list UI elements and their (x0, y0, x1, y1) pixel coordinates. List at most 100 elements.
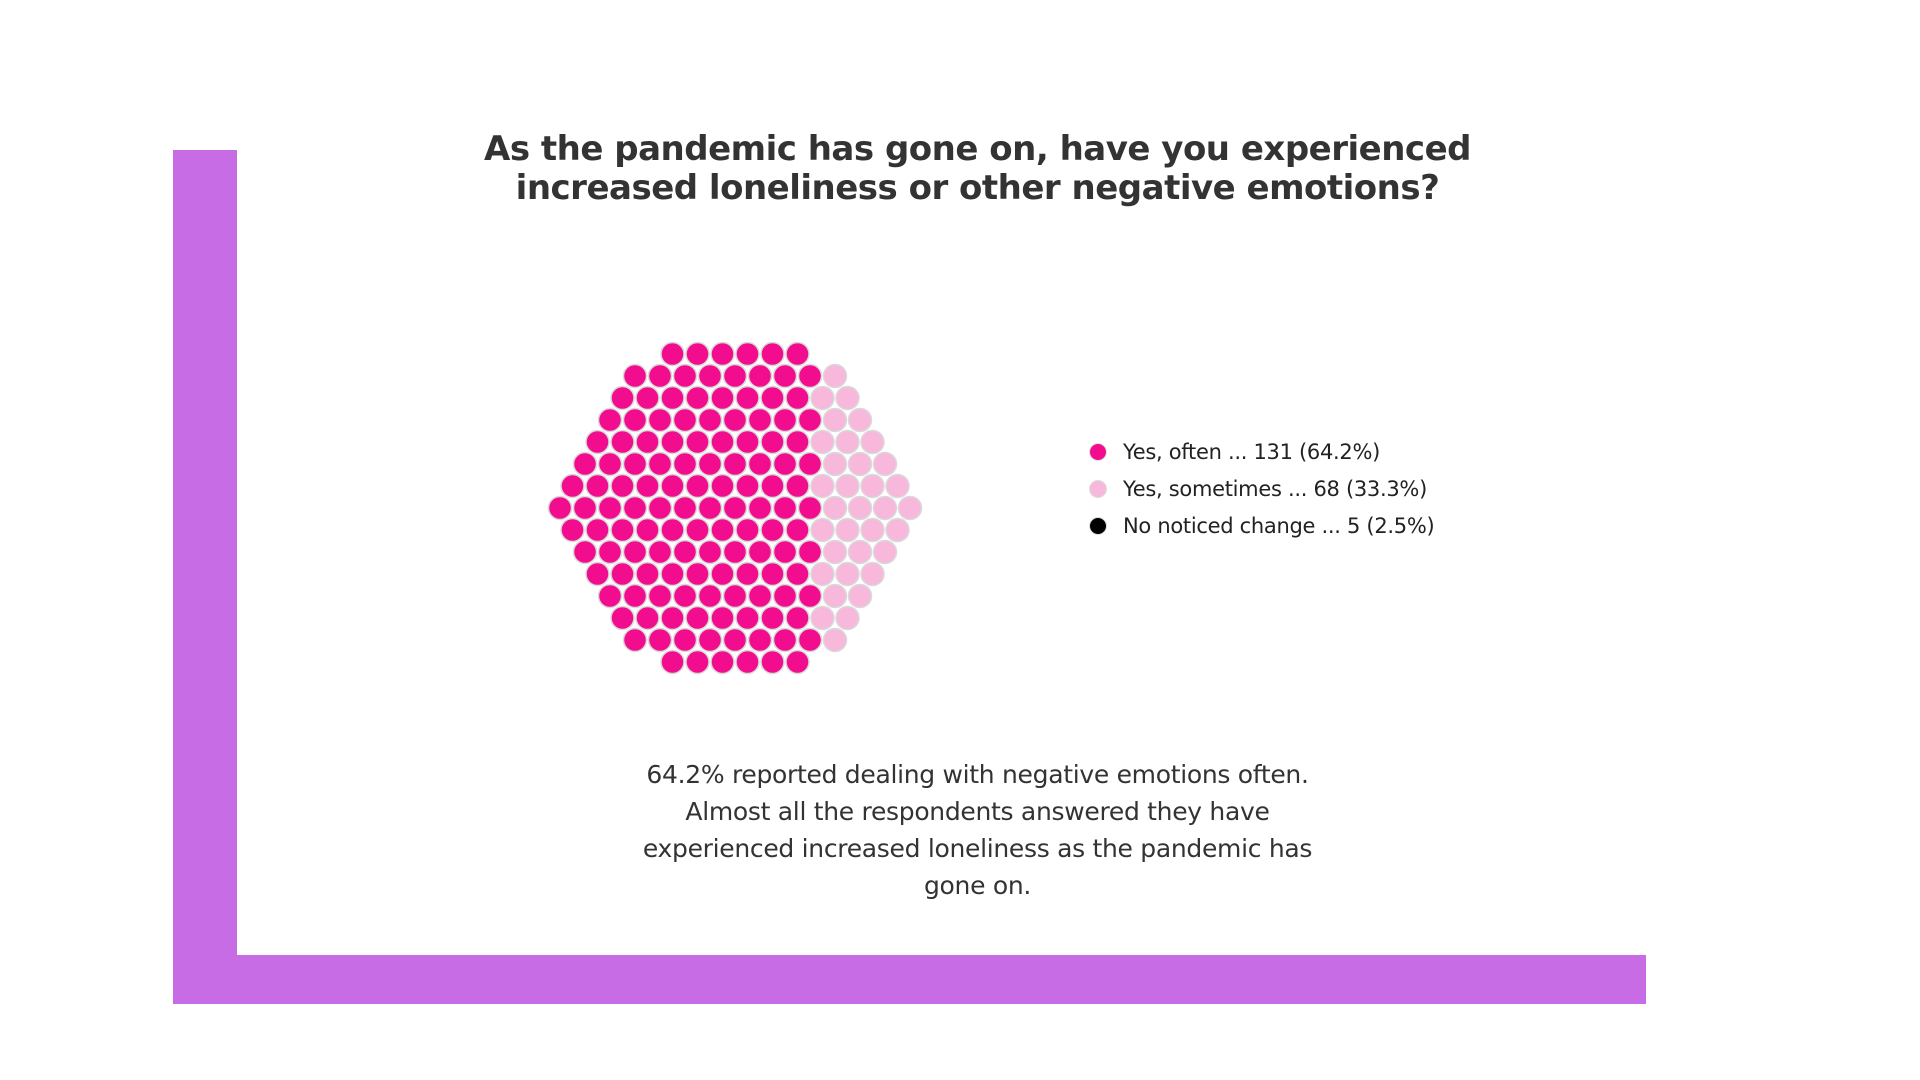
dot-yes-often (722, 627, 748, 653)
dot-yes-often (735, 561, 760, 587)
dot-yes-sometimes (860, 561, 885, 587)
dot-yes-often (785, 649, 810, 675)
dot-yes-often (785, 605, 810, 631)
dot-yes-sometimes (810, 517, 835, 543)
dot-yes-often (772, 583, 798, 609)
legend-label-yes-sometimes: Yes, sometimes ... 68 (33.3%) (1123, 476, 1427, 501)
dot-yes-often (660, 517, 685, 543)
dot-yes-sometimes (810, 473, 835, 499)
dot-yes-often (697, 451, 723, 477)
dot-yes-often (735, 429, 760, 455)
chart-caption: 64.2% reported dealing with negative emo… (642, 760, 1313, 900)
dot-yes-often (622, 627, 648, 653)
dot-yes-sometimes (847, 451, 873, 477)
dot-yes-often (647, 407, 673, 433)
dot-yes-often (735, 649, 760, 675)
chart-legend: Yes, often ... 131 (64.2%) Yes, sometime… (1089, 433, 1435, 544)
dot-yes-often (760, 473, 785, 499)
dot-yes-often (710, 649, 735, 675)
dot-yes-often (610, 561, 635, 587)
dot-yes-sometimes (860, 473, 885, 499)
dot-yes-often (785, 517, 810, 543)
dot-yes-often (722, 407, 748, 433)
dot-yes-often (585, 429, 610, 455)
dot-yes-often (697, 627, 723, 653)
dot-yes-often (610, 385, 635, 411)
dot-yes-often (622, 407, 648, 433)
dot-yes-often (747, 363, 773, 389)
dot-yes-often (585, 561, 610, 587)
dot-yes-sometimes (822, 539, 848, 565)
dot-yes-often (785, 385, 810, 411)
dot-yes-often (722, 363, 748, 389)
dot-yes-often (622, 583, 648, 609)
dot-yes-often (647, 627, 673, 653)
dot-yes-often (735, 605, 760, 631)
dot-yes-often (597, 451, 623, 477)
legend-item-yes-sometimes: Yes, sometimes ... 68 (33.3%) (1089, 470, 1434, 507)
dot-yes-often (672, 495, 698, 521)
dot-yes-often (710, 517, 735, 543)
dot-yes-often (622, 451, 648, 477)
dot-yes-often (572, 451, 598, 477)
dot-yes-often (697, 583, 723, 609)
dot-yes-often (597, 583, 623, 609)
dot-yes-sometimes (810, 385, 835, 411)
dot-yes-often (710, 385, 735, 411)
dot-yes-often (710, 605, 735, 631)
dot-yes-often (722, 583, 748, 609)
dot-yes-sometimes (835, 385, 860, 411)
dot-yes-often (672, 451, 698, 477)
dot-yes-sometimes (835, 473, 860, 499)
dot-yes-often (660, 561, 685, 587)
dot-yes-often (585, 517, 610, 543)
legend-item-no-change: No noticed change ... 5 (2.5%) (1089, 507, 1435, 544)
dot-yes-sometimes (847, 407, 873, 433)
dot-yes-often (660, 429, 685, 455)
dot-yes-often (797, 407, 823, 433)
dot-yes-often (747, 583, 773, 609)
dot-yes-sometimes (872, 539, 898, 565)
legend-item-yes-often: Yes, often ... 131 (64.2%) (1089, 433, 1434, 470)
dot-yes-often (647, 495, 673, 521)
dot-yes-often (760, 517, 785, 543)
dot-yes-often (572, 495, 598, 521)
dot-yes-often (647, 451, 673, 477)
dot-yes-sometimes (847, 539, 873, 565)
dot-yes-often (597, 495, 623, 521)
dot-yes-sometimes (860, 517, 885, 543)
dot-yes-often (660, 341, 685, 367)
dot-yes-often (610, 605, 635, 631)
dot-yes-often (747, 539, 773, 565)
dot-yes-often (672, 627, 698, 653)
dot-yes-sometimes (810, 605, 835, 631)
dot-yes-often (597, 539, 623, 565)
dot-yes-often (760, 561, 785, 587)
dot-yes-often (797, 451, 823, 477)
dot-yes-often (697, 407, 723, 433)
dot-yes-often (610, 473, 635, 499)
dot-yes-often (722, 539, 748, 565)
dot-yes-often (635, 517, 660, 543)
dot-yes-sometimes (872, 495, 898, 521)
dot-yes-often (685, 517, 710, 543)
dot-yes-often (760, 605, 785, 631)
dot-yes-often (747, 495, 773, 521)
dot-yes-often (685, 649, 710, 675)
dot-yes-often (785, 561, 810, 587)
dot-yes-often (735, 473, 760, 499)
dot-yes-often (697, 363, 723, 389)
legend-label-no-change: No noticed change ... 5 (2.5%) (1123, 513, 1435, 538)
legend-swatch-yes-often (1089, 442, 1107, 461)
dot-yes-often (710, 341, 735, 367)
dot-yes-often (772, 407, 798, 433)
dot-yes-often (660, 473, 685, 499)
beeswarm-chart (547, 341, 923, 675)
dot-yes-sometimes (835, 429, 860, 455)
dot-yes-often (772, 627, 798, 653)
dot-yes-often (635, 429, 660, 455)
dot-yes-often (772, 451, 798, 477)
legend-label-yes-often: Yes, often ... 131 (64.2%) (1123, 439, 1381, 464)
dot-yes-often (560, 473, 585, 499)
dot-yes-often (747, 627, 773, 653)
